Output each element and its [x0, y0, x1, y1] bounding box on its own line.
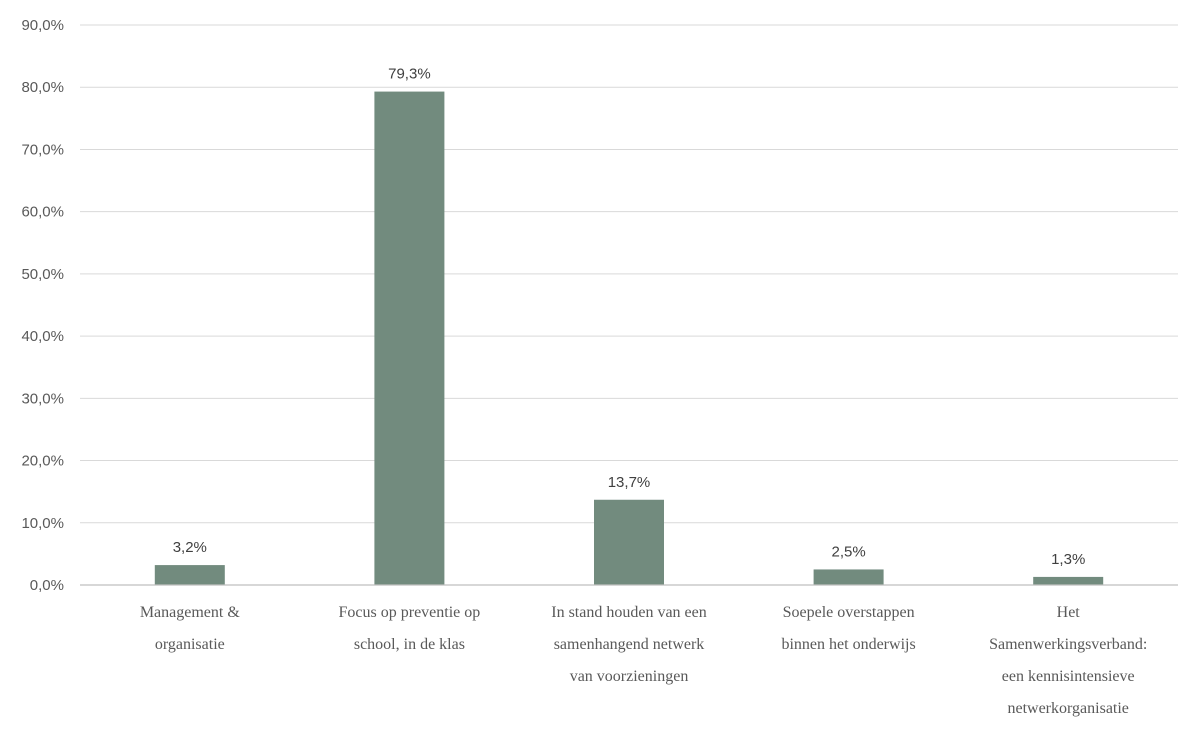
x-axis-category-labels: Management & organisatie Focus op preventi… — [140, 604, 1147, 717]
data-label: 13,7% — [608, 474, 651, 491]
y-tick-label: 30,0% — [21, 390, 64, 407]
y-tick-label: 20,0% — [21, 453, 64, 470]
y-tick-label: 90,0% — [21, 17, 64, 34]
x-category-label: In stand houden van een samenhangend netw… — [551, 604, 707, 685]
data-label: 1,3% — [1051, 551, 1085, 568]
bar — [374, 91, 445, 586]
bar — [154, 565, 225, 585]
y-tick-label: 0,0% — [30, 577, 64, 594]
x-category-label: Focus op preventie op school, in de klas — [339, 604, 481, 653]
bar — [1033, 576, 1104, 585]
data-label: 2,5% — [831, 543, 865, 560]
x-category-label: Het Samenwerkingsverband: een kennisintens… — [989, 604, 1147, 717]
gridlines — [80, 24, 1178, 524]
data-labels: 3,2% 79,3% 13,7% 2,5% 1,3% — [173, 66, 1086, 568]
bar — [594, 499, 664, 585]
bars — [154, 91, 1104, 586]
x-category-label: Management & organisatie — [140, 604, 241, 653]
y-tick-label: 60,0% — [21, 204, 64, 221]
y-tick-label: 40,0% — [21, 328, 64, 345]
bar — [813, 569, 884, 585]
y-tick-label: 70,0% — [21, 141, 64, 158]
y-tick-label: 50,0% — [21, 266, 64, 283]
y-tick-label: 80,0% — [21, 79, 64, 96]
data-label: 3,2% — [173, 539, 207, 556]
x-category-label: Soepele overstappen binnen het onderwijs — [781, 604, 915, 653]
data-label: 79,3% — [388, 66, 431, 83]
y-axis-tick-labels: 0,0% 10,0% 20,0% 30,0% 40,0% 50,0% 60,0% 70,0% 8… — [21, 17, 64, 594]
y-tick-label: 10,0% — [21, 515, 64, 532]
